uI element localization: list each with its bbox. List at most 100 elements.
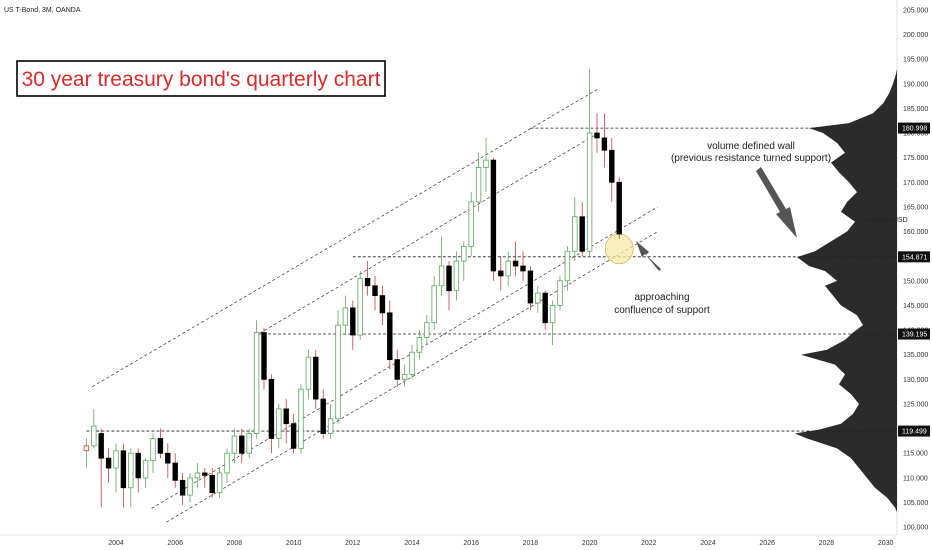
candle-26 — [276, 403, 282, 449]
price-tick-15: 175.000 — [903, 155, 928, 162]
candle-9 — [150, 433, 156, 473]
candle-34 — [335, 310, 341, 424]
candles — [83, 68, 622, 508]
candle-29 — [298, 384, 304, 454]
price-tick-10: 150.000 — [903, 278, 928, 285]
channel-line-2 — [151, 206, 658, 509]
candle-5 — [120, 443, 127, 508]
price-tick-18: 190.000 — [903, 81, 928, 88]
price-tick-1: 105.000 — [903, 500, 928, 507]
candle-45 — [416, 330, 423, 360]
candle-0 — [83, 438, 90, 469]
candle-30 — [305, 349, 312, 400]
time-tick-1: 2006 — [167, 540, 183, 547]
chart-title: 30 year treasury bond's quarterly chart — [22, 68, 381, 91]
channel-line-3 — [166, 231, 658, 523]
candle-57 — [505, 251, 511, 286]
svg-text:139.195: 139.195 — [902, 332, 927, 339]
candle-51 — [461, 241, 467, 281]
channel-lines — [92, 88, 658, 523]
candle-13 — [179, 472, 186, 505]
time-tick-3: 2010 — [286, 540, 302, 547]
price-tag-3: 119.499 — [898, 425, 930, 437]
time-tick-9: 2022 — [641, 540, 657, 547]
time-tick-12: 2028 — [819, 540, 835, 547]
candle-66 — [572, 197, 578, 262]
svg-text:119.499: 119.499 — [902, 429, 927, 436]
candle-1 — [91, 408, 97, 449]
annotation-volume-wall-line1: volume defined wall — [707, 141, 795, 152]
price-tick-20: 200.000 — [903, 32, 928, 39]
candle-58 — [512, 241, 519, 276]
candle-27 — [283, 399, 289, 444]
svg-text:154.871: 154.871 — [902, 254, 927, 261]
candle-63 — [549, 300, 556, 345]
candle-6 — [128, 448, 134, 508]
candle-23 — [253, 320, 260, 439]
candle-42 — [394, 349, 400, 387]
candle-22 — [246, 428, 252, 459]
candle-18 — [216, 468, 223, 498]
candle-71 — [609, 137, 615, 202]
candle-39 — [372, 275, 378, 311]
price-tick-9: 145.000 — [903, 303, 928, 310]
candle-25 — [268, 374, 275, 454]
symbol-info: US T-Bond, 3M, OANDA — [4, 7, 81, 14]
candle-54 — [483, 137, 489, 193]
time-tick-0: 2004 — [108, 540, 124, 547]
time-tick-4: 2012 — [345, 540, 361, 547]
time-tick-2: 2008 — [227, 540, 243, 547]
time-tick-5: 2014 — [404, 540, 420, 547]
candle-31 — [313, 349, 319, 409]
candle-38 — [364, 261, 371, 296]
price-tick-2: 110.000 — [903, 475, 928, 482]
price-tag-2: 139.195 — [898, 328, 930, 340]
time-tick-6: 2016 — [463, 540, 479, 547]
candle-33 — [327, 403, 334, 439]
price-tick-13: 165.000 — [903, 204, 928, 211]
candle-62 — [542, 290, 548, 331]
candle-24 — [261, 327, 267, 390]
price-tick-19: 195.000 — [903, 57, 928, 64]
candle-61 — [535, 285, 541, 313]
candle-10 — [157, 428, 164, 459]
svg-text:180.998: 180.998 — [902, 126, 927, 133]
price-tick-12: 160.000 — [903, 229, 928, 236]
time-axis-ticks: 2004 2006 2008 2010 2012 2014 2016 2018 2020 2022… — [108, 540, 893, 547]
candle-41 — [387, 300, 393, 370]
candle-15 — [194, 463, 201, 488]
candle-7 — [135, 448, 141, 493]
price-tick-21: 205.000 — [903, 7, 928, 14]
candle-65 — [564, 246, 571, 291]
candle-16 — [202, 468, 208, 488]
price-tick-3: 115.000 — [903, 451, 928, 458]
chart-title-box[interactable]: 30 year treasury bond's quarterly chart — [16, 60, 386, 97]
candle-20 — [231, 428, 238, 464]
candle-67 — [579, 201, 585, 257]
price-axis-ticks: 100.000105.000110.000115.000120.000125.0… — [903, 7, 928, 531]
candle-3 — [105, 448, 112, 483]
candle-46 — [424, 315, 430, 345]
candle-50 — [453, 251, 460, 301]
candle-60 — [527, 266, 534, 311]
candle-70 — [601, 113, 608, 168]
candle-2 — [98, 428, 104, 508]
candle-14 — [187, 472, 193, 503]
candle-53 — [475, 152, 482, 212]
symbol-tag: USB30YUSD — [866, 217, 908, 224]
candle-28 — [290, 413, 297, 454]
time-tick-7: 2018 — [523, 540, 539, 547]
candle-68 — [586, 68, 593, 257]
price-tag-1: 154.871 — [898, 251, 930, 263]
price-tick-7: 135.000 — [903, 352, 928, 359]
candle-64 — [557, 275, 563, 311]
candle-4 — [113, 443, 119, 493]
volume-profile — [795, 68, 897, 513]
candle-36 — [350, 300, 356, 350]
candle-43 — [401, 364, 408, 387]
candle-19 — [224, 448, 230, 483]
candle-56 — [498, 256, 504, 291]
time-tick-11: 2026 — [759, 540, 775, 547]
candle-59 — [520, 251, 526, 281]
